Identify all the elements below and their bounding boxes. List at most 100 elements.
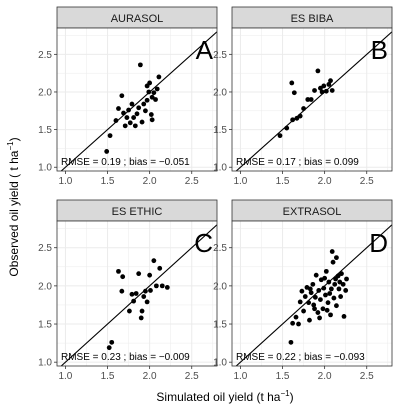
data-point bbox=[341, 313, 347, 319]
data-point bbox=[326, 82, 332, 87]
stats-annotation: RMSE = 0.19 ; bias = −0.051 bbox=[61, 157, 190, 168]
data-point bbox=[107, 133, 113, 139]
data-point bbox=[308, 290, 314, 296]
data-point bbox=[133, 291, 139, 296]
data-point bbox=[154, 86, 160, 92]
stats-annotation: RMSE = 0.22 ; bias = −0.093 bbox=[236, 352, 365, 363]
data-point bbox=[329, 88, 335, 93]
one-to-one-line bbox=[235, 31, 392, 171]
data-point bbox=[323, 268, 329, 274]
data-point bbox=[116, 268, 121, 274]
data-point bbox=[120, 274, 126, 280]
data-point bbox=[329, 249, 335, 254]
data-point bbox=[141, 294, 147, 299]
data-point bbox=[339, 271, 344, 277]
data-point bbox=[144, 83, 150, 89]
data-point bbox=[153, 97, 158, 102]
data-point bbox=[153, 283, 159, 289]
data-point bbox=[290, 117, 296, 123]
data-point bbox=[297, 113, 303, 119]
facet-strip-label: AURASOL bbox=[111, 13, 164, 25]
panel-border bbox=[231, 220, 393, 367]
data-point bbox=[335, 273, 341, 279]
data-point bbox=[301, 106, 306, 111]
y-tick-label: 1.5 bbox=[213, 125, 227, 136]
data-point bbox=[340, 281, 346, 287]
data-point bbox=[143, 108, 148, 114]
data-point bbox=[159, 283, 165, 289]
data-point bbox=[122, 123, 128, 129]
data-point bbox=[156, 74, 162, 80]
data-point bbox=[143, 288, 148, 294]
panel-background bbox=[57, 28, 217, 171]
data-point bbox=[306, 300, 312, 306]
y-tick-label: 1.0 bbox=[213, 358, 227, 369]
panel-letter: D bbox=[369, 228, 388, 258]
data-point bbox=[305, 97, 311, 102]
data-point bbox=[106, 345, 112, 351]
y-axis-title-end: ) bbox=[7, 137, 21, 141]
data-point bbox=[132, 123, 138, 129]
y-tick-label: 2.0 bbox=[38, 281, 52, 292]
data-point bbox=[323, 292, 328, 298]
data-point bbox=[334, 303, 339, 309]
data-point bbox=[136, 105, 142, 111]
data-point bbox=[343, 288, 349, 293]
data-point bbox=[324, 307, 330, 313]
data-point bbox=[139, 119, 145, 125]
data-point bbox=[337, 279, 343, 285]
data-point bbox=[312, 294, 318, 300]
data-point bbox=[134, 111, 140, 117]
data-point bbox=[312, 306, 317, 312]
data-point bbox=[318, 297, 323, 303]
data-point bbox=[317, 315, 322, 321]
one-to-one-line bbox=[60, 224, 217, 366]
data-point bbox=[316, 288, 322, 293]
x-tick-label: 1.5 bbox=[276, 176, 290, 187]
data-point bbox=[325, 300, 331, 306]
facet-strip-label: ES ETHIC bbox=[112, 206, 163, 218]
data-point bbox=[330, 259, 336, 265]
data-point bbox=[319, 89, 325, 95]
data-point bbox=[131, 115, 137, 120]
data-point bbox=[277, 133, 283, 139]
data-point bbox=[313, 272, 319, 278]
data-point bbox=[139, 308, 145, 314]
x-axis-title: Simulated oil yield (t ha−1) bbox=[156, 389, 293, 404]
data-point bbox=[310, 281, 316, 287]
x-tick-label: 2.0 bbox=[143, 176, 157, 187]
x-tick-label: 2.5 bbox=[185, 371, 199, 382]
x-axis-title-main: Simulated oil yield (t ha bbox=[156, 390, 280, 404]
panel-border bbox=[56, 220, 218, 367]
x-tick-label: 1.5 bbox=[276, 371, 290, 382]
x-tick-label: 2.5 bbox=[185, 176, 199, 187]
y-tick-label: 2.5 bbox=[213, 50, 227, 61]
data-point bbox=[124, 115, 130, 120]
data-point bbox=[338, 294, 344, 299]
data-point bbox=[315, 310, 321, 315]
y-tick-label: 2.0 bbox=[213, 87, 227, 98]
data-point bbox=[321, 285, 327, 291]
data-point bbox=[136, 271, 142, 277]
data-point bbox=[144, 299, 150, 305]
data-point bbox=[138, 315, 144, 321]
data-point bbox=[321, 83, 327, 89]
data-point bbox=[336, 286, 342, 292]
x-tick-label: 1.0 bbox=[58, 371, 72, 382]
data-point bbox=[308, 97, 314, 102]
data-point bbox=[157, 265, 163, 271]
data-point bbox=[301, 308, 306, 314]
panel-border bbox=[56, 27, 218, 172]
y-tick-label: 2.5 bbox=[38, 243, 52, 254]
y-tick-label: 2.5 bbox=[213, 243, 227, 254]
data-point bbox=[293, 314, 299, 320]
y-axis-title-main: Observed oil yield ( t ha bbox=[7, 150, 21, 276]
x-tick-label: 2.0 bbox=[318, 371, 332, 382]
x-tick-label: 2.0 bbox=[143, 371, 157, 382]
y-tick-label: 1.5 bbox=[38, 125, 52, 136]
data-point bbox=[284, 125, 290, 131]
y-axis-title-superscript: −1 bbox=[6, 141, 15, 151]
x-tick-label: 1.5 bbox=[101, 176, 115, 187]
data-point bbox=[129, 291, 135, 297]
y-tick-label: 1.5 bbox=[38, 320, 52, 331]
